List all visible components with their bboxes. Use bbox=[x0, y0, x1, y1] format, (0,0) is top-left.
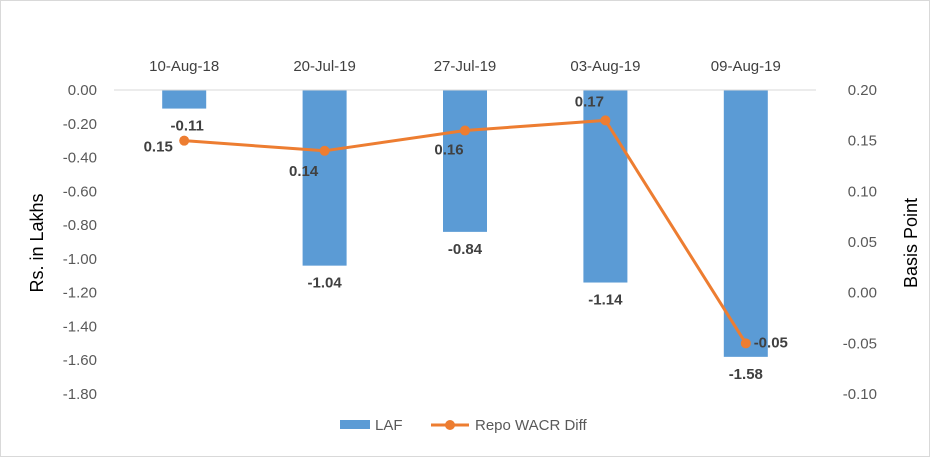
legend-marker-repo-wacr bbox=[445, 420, 455, 430]
repo-wacr-marker bbox=[600, 115, 611, 126]
laf-data-label: -0.84 bbox=[448, 241, 483, 258]
y-tick-label-right: 0.10 bbox=[848, 183, 877, 200]
laf-bar bbox=[162, 90, 207, 109]
y-tick-label-left: -1.40 bbox=[63, 318, 97, 335]
category-label: 27-Jul-19 bbox=[434, 58, 497, 75]
y-tick-label-left: -0.20 bbox=[63, 116, 97, 133]
legend: LAF Repo WACR Diff bbox=[340, 417, 588, 434]
y-tick-label-right: -0.10 bbox=[843, 386, 877, 403]
laf-bar bbox=[443, 90, 487, 232]
y-tick-label-left: -0.60 bbox=[63, 183, 97, 200]
repo-wacr-data-label: 0.15 bbox=[144, 139, 173, 156]
y-tick-label-left: -1.60 bbox=[63, 352, 97, 369]
repo-wacr-data-label: -0.05 bbox=[754, 334, 788, 351]
y-tick-label-right: -0.05 bbox=[843, 335, 877, 352]
laf-data-label: -1.04 bbox=[307, 275, 342, 292]
legend-label-laf: LAF bbox=[375, 417, 403, 434]
y-tick-label-left: -0.40 bbox=[63, 150, 97, 167]
laf-data-label: -1.58 bbox=[729, 366, 763, 383]
y-tick-label-left: -1.00 bbox=[63, 251, 97, 268]
repo-wacr-marker bbox=[319, 145, 330, 156]
y-tick-label-left: -1.80 bbox=[63, 386, 97, 403]
laf-bar bbox=[723, 90, 768, 357]
category-label: 20-Jul-19 bbox=[293, 58, 356, 75]
category-label: 03-Aug-19 bbox=[570, 58, 640, 75]
y-axis-title-left: Rs. in Lakhs bbox=[27, 193, 47, 292]
y-tick-label-right: 0.05 bbox=[848, 234, 877, 251]
y-axis-right: 0.20 0.15 0.10 0.05 0.00 -0.05 -0.10 bbox=[843, 82, 877, 403]
repo-wacr-data-label: 0.14 bbox=[289, 163, 319, 180]
y-tick-label-left: -1.20 bbox=[63, 285, 97, 302]
laf-data-label: -1.14 bbox=[588, 292, 623, 309]
category-axis: 10-Aug-18 20-Jul-19 27-Jul-19 03-Aug-19 09-A… bbox=[149, 58, 781, 75]
bar-series: -0.11 -1.04 -0.84 -1.14 -1.58 bbox=[162, 90, 768, 383]
laf-data-label: -0.11 bbox=[171, 118, 204, 135]
legend-swatch-laf bbox=[340, 420, 370, 429]
repo-wacr-marker bbox=[179, 135, 190, 146]
y-axis-left: 0.00 -0.20 -0.40 -0.60 -0.80 -1.00 -1.20 -1.40 -… bbox=[63, 82, 97, 403]
y-axis-title-right: Basis Point bbox=[901, 198, 921, 288]
line-series: 0.15 0.14 0.16 0.17 -0.05 bbox=[144, 93, 788, 351]
y-tick-label-left: 0.00 bbox=[68, 82, 97, 99]
category-label: 10-Aug-18 bbox=[149, 58, 219, 75]
repo-wacr-marker bbox=[740, 338, 751, 349]
repo-wacr-marker bbox=[460, 125, 470, 136]
category-label: 09-Aug-19 bbox=[711, 58, 781, 75]
legend-label-repo-wacr: Repo WACR Diff bbox=[475, 417, 588, 434]
y-tick-label-right: 0.15 bbox=[848, 133, 877, 150]
y-tick-label-right: 0.20 bbox=[848, 82, 877, 99]
repo-wacr-data-label: 0.17 bbox=[575, 93, 604, 110]
repo-wacr-data-label: 0.16 bbox=[434, 142, 463, 159]
y-tick-label-right: 0.00 bbox=[848, 285, 877, 302]
laf-bar bbox=[302, 90, 347, 266]
y-tick-label-left: -0.80 bbox=[63, 217, 97, 234]
